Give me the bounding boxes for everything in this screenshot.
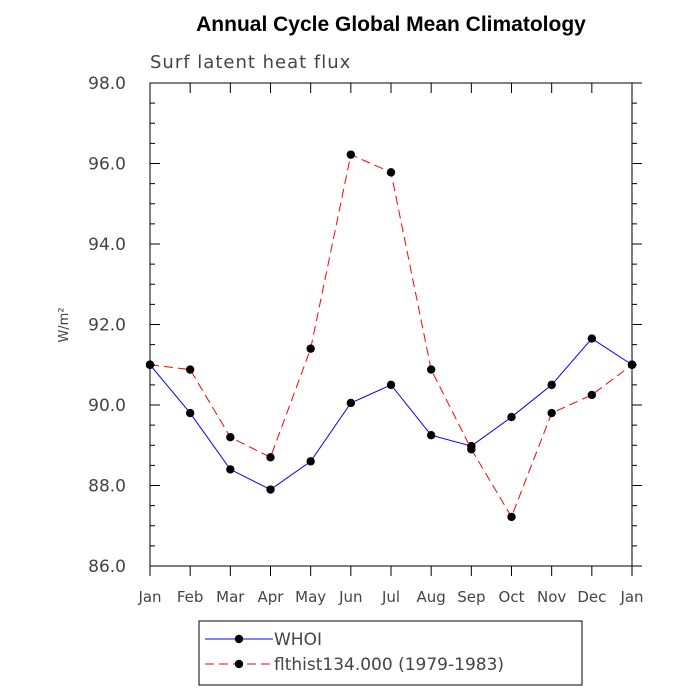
x-tick-label: Jun	[338, 588, 362, 606]
x-tick-label: Dec	[577, 588, 606, 606]
series-2-point	[185, 365, 195, 374]
x-tick-labels: Jan Feb Mar Apr May Jun Jul Aug Sep Oct Nov Dec Jan	[137, 588, 643, 606]
series-1-point	[306, 457, 315, 466]
x-tick-label: Jan	[619, 588, 643, 606]
axis-ticks	[149, 82, 642, 576]
x-tick-label: Apr	[258, 588, 285, 606]
y-tick-label: 92.0	[88, 316, 126, 336]
series-1-point	[426, 430, 436, 440]
chart-title: Annual Cycle Global Mean Climatology	[196, 13, 586, 36]
x-tick-label: Jan	[137, 588, 161, 606]
series-2-point	[226, 433, 235, 442]
series-2-point	[386, 168, 396, 177]
plot-frame	[149, 82, 633, 567]
series-2-point	[467, 445, 476, 454]
series-2-point	[266, 453, 275, 462]
x-tick-label: May	[295, 588, 326, 606]
legend-label-1: WHOI	[274, 630, 322, 650]
series-line-1	[149, 337, 633, 491]
legend-box	[198, 620, 583, 686]
x-tick-label: Feb	[177, 588, 204, 606]
legend-label-2: flthist134.000 (1979-1983)	[274, 655, 504, 675]
series-2-point	[547, 408, 556, 418]
series-2-point	[306, 344, 315, 353]
legend-marker-2	[234, 659, 244, 669]
series-1-point	[386, 380, 396, 390]
series-2-point	[627, 360, 637, 369]
y-tick-label: 90.0	[88, 396, 126, 416]
x-tick-label: Jul	[381, 588, 400, 606]
series-group	[145, 150, 637, 522]
x-tick-label: Mar	[216, 588, 245, 606]
legend-marker-1	[234, 634, 244, 644]
y-tick-label: 98.0	[88, 74, 126, 94]
x-tick-label: Oct	[499, 588, 525, 606]
series-1-point	[266, 485, 275, 494]
series-2-point	[426, 365, 436, 374]
series-2-point	[145, 360, 155, 369]
x-tick-label: Aug	[417, 588, 446, 606]
series-1-point	[547, 380, 556, 390]
series-2-point	[587, 390, 597, 400]
legend: WHOI flthist134.000 (1979-1983)	[198, 620, 583, 686]
y-axis-label: W/m²	[57, 307, 72, 342]
chart-subtitle: Surf latent heat flux	[150, 52, 351, 73]
x-tick-label: Nov	[537, 588, 566, 606]
y-tick-label: 86.0	[88, 557, 126, 577]
series-1-point	[185, 408, 195, 418]
y-tick-labels: 86.0 88.0 90.0 92.0 94.0 96.0 98.0	[88, 74, 126, 577]
series-2-point	[346, 150, 356, 159]
series-line-2	[149, 153, 633, 519]
series-2-point	[507, 512, 516, 522]
y-tick-label: 94.0	[88, 235, 126, 255]
y-tick-label: 96.0	[88, 155, 126, 175]
series-1-point	[587, 334, 597, 343]
x-tick-label: Sep	[457, 588, 485, 606]
y-tick-label: 88.0	[88, 477, 126, 497]
series-1-point	[507, 412, 516, 422]
series-1-point	[346, 398, 356, 408]
series-1-point	[226, 465, 235, 474]
